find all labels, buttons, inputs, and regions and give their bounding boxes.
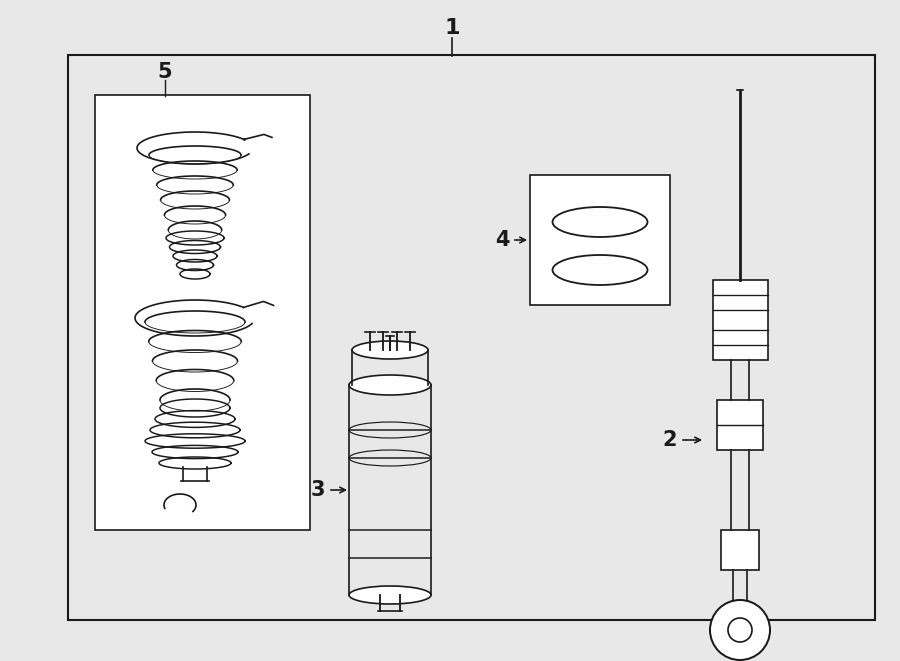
Ellipse shape	[349, 586, 431, 604]
Text: 3: 3	[310, 480, 325, 500]
Ellipse shape	[352, 341, 428, 359]
Text: 1: 1	[445, 18, 460, 38]
Ellipse shape	[352, 377, 428, 393]
Text: 5: 5	[158, 62, 172, 82]
Circle shape	[728, 618, 752, 642]
Bar	[530, 175, 670, 305]
Circle shape	[710, 600, 770, 660]
Bar	[95, 95, 310, 530]
Bar	[717, 400, 763, 450]
Text: 4: 4	[496, 230, 510, 250]
Bar	[721, 530, 759, 570]
Bar	[68, 55, 875, 620]
Ellipse shape	[349, 375, 431, 395]
Text: 2: 2	[662, 430, 677, 450]
Bar	[713, 280, 768, 360]
